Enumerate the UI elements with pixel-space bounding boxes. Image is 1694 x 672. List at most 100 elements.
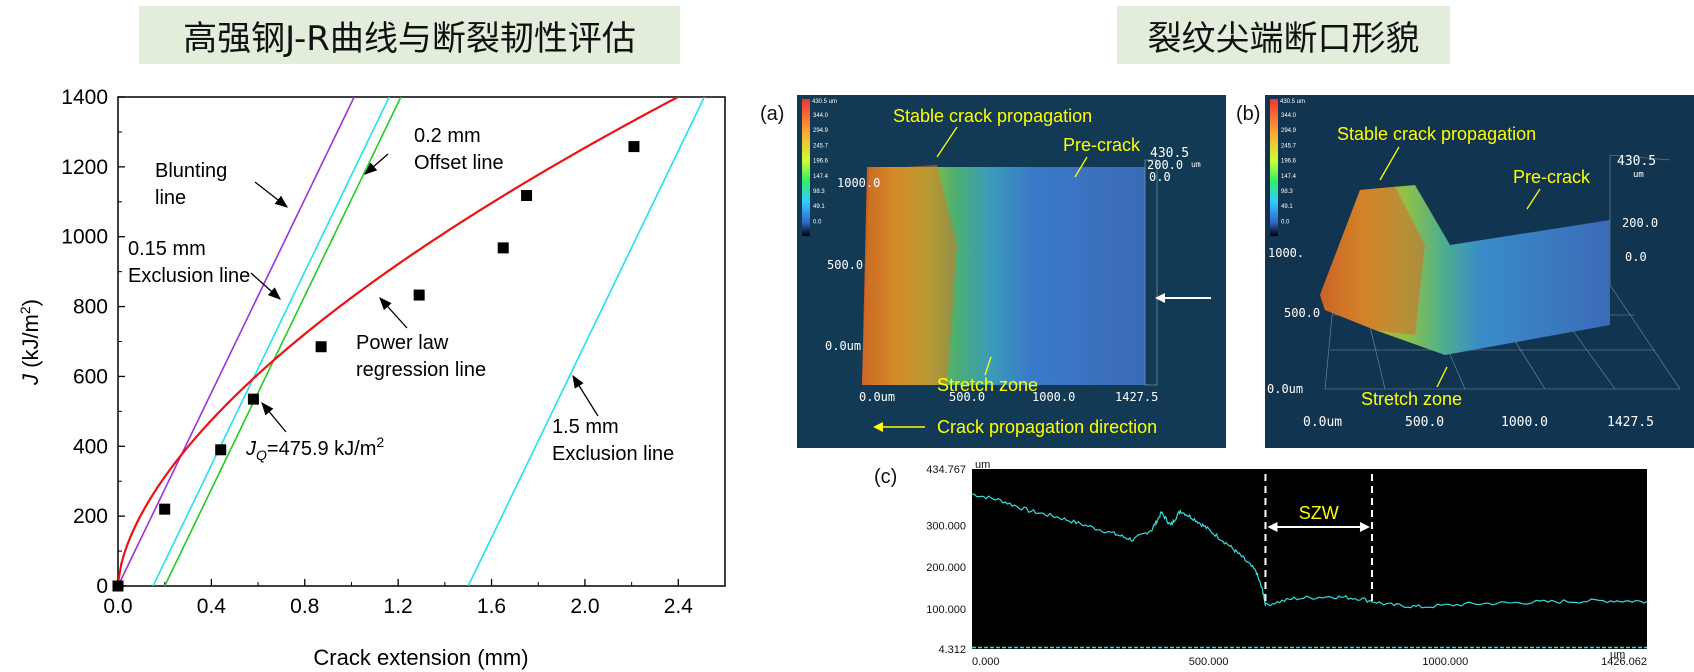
- profile-x-tick-label: 1000.000: [1422, 656, 1468, 668]
- x-tick-label: 0.8: [290, 595, 319, 618]
- y-1000: 1000.0: [837, 176, 880, 190]
- colorbar-tick-label: 196.6: [813, 159, 829, 165]
- data-point: [315, 341, 327, 353]
- colorbar-top: 430.5 um: [1280, 99, 1305, 105]
- direction-label: Crack propagation direction: [937, 417, 1157, 437]
- x-tick-label: 0.0: [103, 595, 132, 618]
- white-arrowhead: [1155, 293, 1165, 303]
- exclusion-015-arrow: [250, 272, 281, 300]
- colorbar-tick-label: 49.1: [813, 204, 825, 210]
- direction-arrowhead: [873, 422, 883, 432]
- z-mid: 200.0: [1622, 216, 1658, 230]
- x-1000: 1000.0: [1501, 415, 1548, 430]
- offset-label: 0.2 mm: [414, 125, 481, 147]
- z-zero: 0.0: [1625, 250, 1647, 264]
- line-blunting: [118, 97, 355, 586]
- y-0: 0.0um: [1267, 382, 1303, 396]
- y-1000: 1000.: [1268, 246, 1304, 260]
- x-end: 1427.5: [1607, 415, 1654, 430]
- data-point: [497, 242, 509, 254]
- profile-x-tick-label: 0.000: [972, 656, 1000, 668]
- stable-crack-arrow: [936, 126, 958, 158]
- surface-right-frame: [1144, 159, 1158, 386]
- profile-y-tick-label: 100.000: [926, 604, 966, 616]
- power-law-label-2: regression line: [356, 359, 486, 381]
- profile-y-unit: um: [975, 460, 990, 471]
- y-tick-label: 1400: [61, 86, 108, 109]
- jq-subscript: Q: [256, 447, 267, 463]
- line-offset015: [152, 97, 390, 586]
- z-unit: um: [1633, 170, 1644, 180]
- line-offset15: [467, 97, 706, 586]
- pre-crack-label: Pre-crack: [1513, 167, 1591, 187]
- exclusion-015-label-2: Exclusion line: [128, 265, 250, 287]
- y-axis-symbol: J: [18, 373, 43, 386]
- colorbar-tick-label: 245.7: [1281, 143, 1297, 149]
- profile-chart: um 434.767 300.000 200.000 100.000 4.312 0.00…: [926, 460, 1648, 668]
- exclusion-15-label-2: Exclusion line: [552, 443, 674, 465]
- profile-background: [972, 469, 1647, 649]
- x-tick-label: 1.2: [384, 595, 413, 618]
- y-axis-unit: (kJ/m: [18, 314, 43, 374]
- colorbar-tick-label: 49.1: [1281, 204, 1293, 210]
- panel-b-surface-image: 430.5 um 344.0 294.9 245.7 196.6 147.4 98.3 49…: [1265, 95, 1694, 448]
- y-tick-label: 600: [73, 365, 108, 388]
- z-mid: 200.0: [1147, 158, 1183, 172]
- colorbar-tick-label: 344.0: [813, 113, 829, 119]
- colorbar-tick-label: 344.0: [1281, 113, 1297, 119]
- panel-c-label: (c): [874, 466, 898, 488]
- jr-curve-chart: 0.0 0.4 0.8 1.2 1.6 2.0 2.4 0 200 400 600 800 1000 12…: [17, 86, 726, 670]
- jq-arrow: [261, 401, 287, 433]
- y-tick-label: 400: [73, 435, 108, 458]
- szw-arrowhead-left: [1267, 522, 1278, 532]
- profile-line: [971, 493, 1648, 609]
- y-axis-label: J (kJ/m2): [17, 299, 43, 386]
- y-500: 500.0: [1284, 306, 1320, 320]
- stretch-zone-arrow: [984, 356, 992, 376]
- jq-symbol: J: [245, 438, 257, 460]
- x-tick-label: 2.4: [664, 595, 694, 618]
- exclusion-015-label: 0.15 mm: [128, 238, 206, 260]
- stable-crack-region: [862, 165, 957, 385]
- stable-crack-label: Stable crack propagation: [893, 106, 1092, 126]
- stretch-zone-label: Stretch zone: [937, 375, 1038, 395]
- profile-x-tick-label: 1426.062: [1601, 656, 1647, 668]
- y-0: 0.0um: [825, 339, 861, 353]
- szw-arrowhead-right: [1359, 522, 1370, 532]
- colorbar-tick-label: 147.4: [1281, 174, 1297, 180]
- colorbar-tick-label: 245.7: [813, 143, 829, 149]
- z-top: 430.5: [1617, 154, 1656, 169]
- colorbar-tick-label: 0.0: [813, 219, 822, 225]
- exclusion-15-label: 1.5 mm: [552, 416, 619, 438]
- data-point: [247, 393, 259, 405]
- x-0: 0.0um: [1303, 415, 1342, 430]
- colorbar: [1270, 99, 1278, 236]
- y-tick-label: 1000: [61, 226, 108, 249]
- profile-y-tick-label: 200.000: [926, 562, 966, 574]
- right-title: 裂纹尖端断口形貌: [1117, 6, 1450, 64]
- jq-superscript: 2: [376, 434, 384, 450]
- x-end: 1427.5: [1115, 390, 1158, 404]
- panel-a-graphic: 430.5 um 344.0 294.9 245.7 196.6 147.4 98.3 49…: [802, 99, 1211, 437]
- colorbar-tick-label: 147.4: [813, 174, 829, 180]
- data-point: [413, 289, 425, 301]
- x-axis-label: Crack extension (mm): [313, 645, 528, 670]
- jq-label: JQ=475.9 kJ/m2: [245, 434, 384, 463]
- colorbar-tick-label: 98.3: [1281, 189, 1293, 195]
- panel-b-graphic: 430.5 um 344.0 294.9 245.7 196.6 147.4 98.3 49…: [1267, 99, 1681, 430]
- panel-a-label: (a): [760, 103, 785, 125]
- line-offset02: [163, 97, 402, 586]
- profile-x-unit: um: [1610, 649, 1625, 661]
- exclusion-15-arrow: [572, 374, 599, 417]
- profile-y-tick-label: 4.312: [938, 644, 966, 656]
- data-point: [112, 580, 124, 592]
- profile-x-tick-label: 500.000: [1189, 656, 1229, 668]
- left-title: 高强钢J-R曲线与断裂韧性评估: [139, 6, 680, 64]
- power-law-curve: [118, 97, 681, 582]
- stable-crack-arrow: [1379, 146, 1400, 181]
- profile-y-tick-label: 300.000: [926, 520, 966, 532]
- pre-crack-arrow: [1526, 188, 1541, 210]
- panel-b-label: (b): [1236, 103, 1261, 125]
- y-tick-label: 1200: [61, 156, 108, 179]
- profile-y-tick-label: 434.767: [926, 464, 966, 476]
